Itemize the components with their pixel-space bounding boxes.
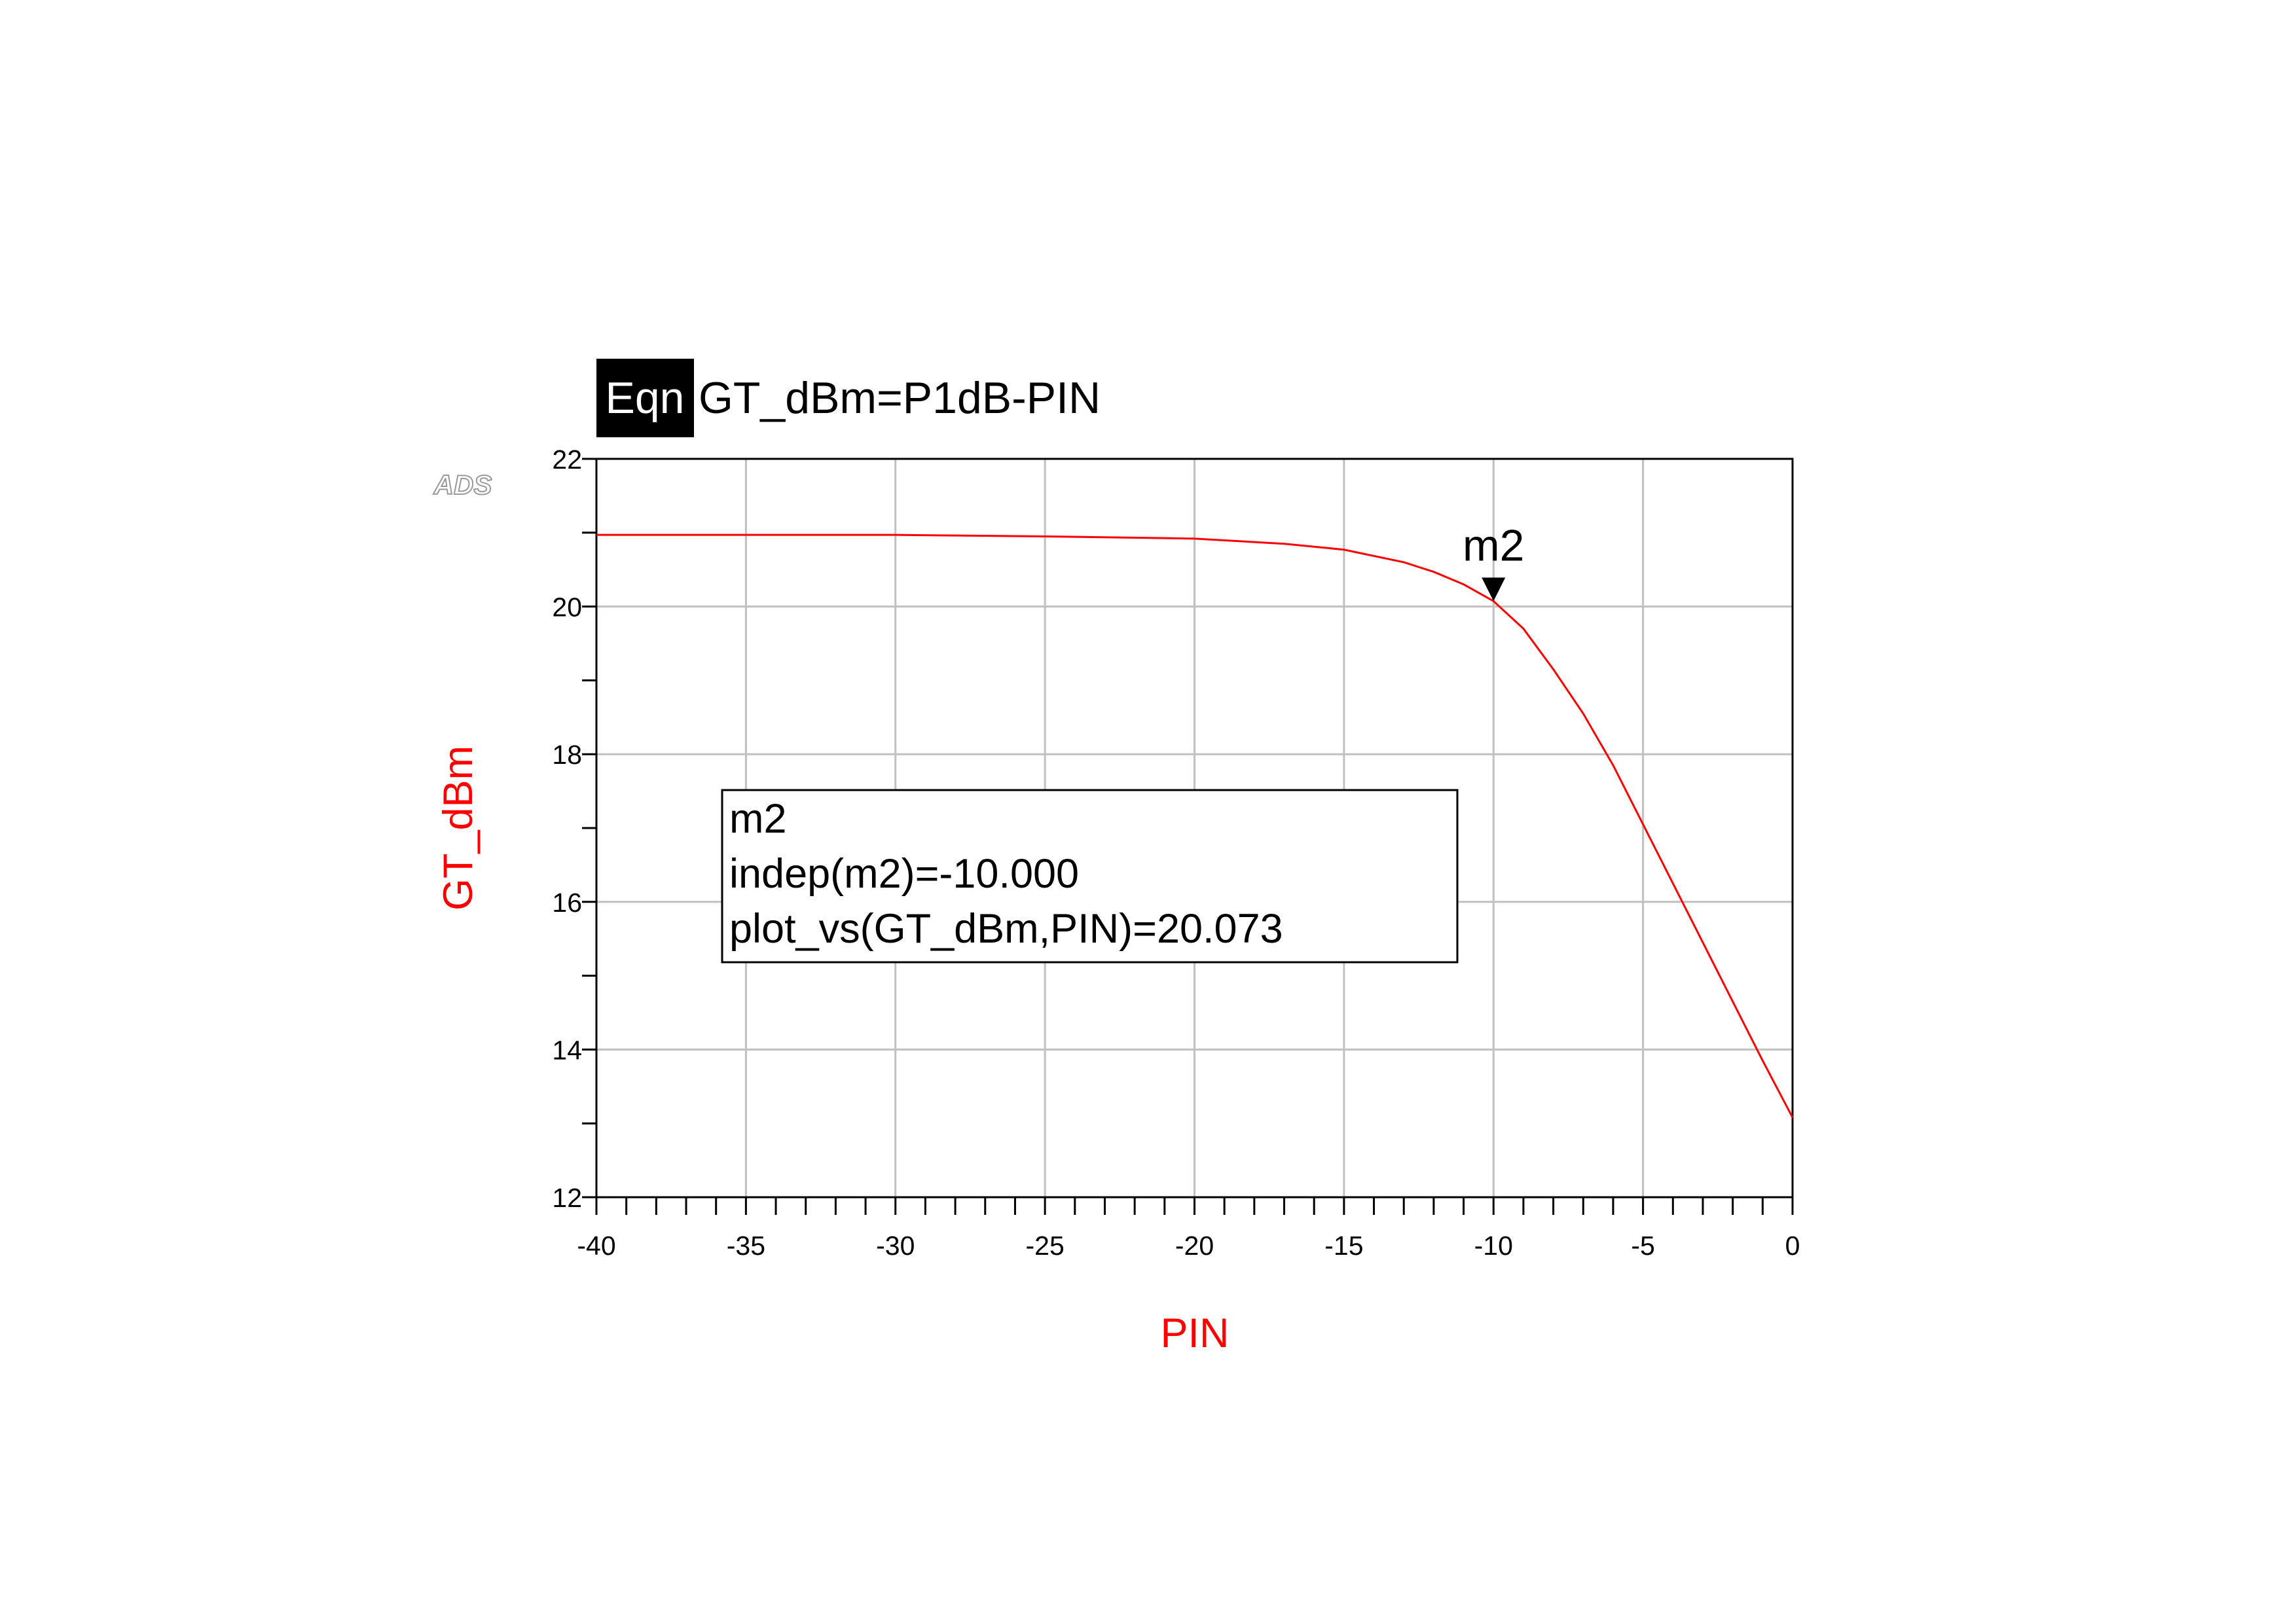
y-axis-label: GT_dBm — [435, 746, 481, 911]
y-tick-label: 16 — [552, 888, 582, 918]
data-line — [596, 533, 1794, 1118]
watermark: ADS — [433, 469, 492, 500]
x-tick-label: -5 — [1631, 1231, 1654, 1261]
marker — [1482, 577, 1506, 602]
y-tick-label: 18 — [552, 740, 582, 770]
readout-line: indep(m2)=-10.000 — [729, 851, 1079, 897]
x-axis-label: PIN — [1160, 1310, 1229, 1356]
x-tick-label: -40 — [577, 1231, 615, 1261]
equation: GT_dBm=P1dB-PIN — [699, 373, 1101, 423]
x-tick-label: -35 — [727, 1231, 765, 1261]
x-tick-label: -20 — [1175, 1231, 1214, 1261]
eqn-tag-box — [596, 359, 694, 437]
y-tick-label: 14 — [552, 1035, 582, 1065]
x-tick-label: -25 — [1025, 1231, 1064, 1261]
y-tick-label: 22 — [552, 444, 582, 475]
x-tick-label: -15 — [1324, 1231, 1363, 1261]
readout-line: plot_vs(GT_dBm,PIN)=20.073 — [729, 906, 1283, 952]
readout-box — [721, 789, 1459, 964]
eqn-tag: Eqn — [606, 373, 685, 423]
x-tick-label: 0 — [1785, 1231, 1800, 1261]
y-tick-label: 20 — [552, 592, 582, 623]
plot-frame — [595, 458, 1794, 1199]
y-tick-label: 12 — [552, 1183, 582, 1213]
readout-line: m2 — [729, 796, 787, 842]
x-tick-label: -10 — [1474, 1231, 1513, 1261]
marker-label: m2 — [1463, 520, 1524, 570]
x-tick-label: -30 — [876, 1231, 915, 1261]
